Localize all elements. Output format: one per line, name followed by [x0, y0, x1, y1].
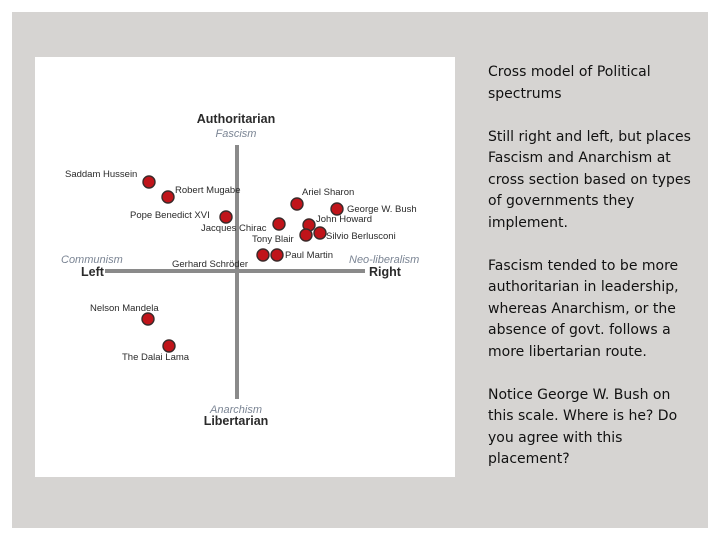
leader-nelson-mandela: Nelson Mandela: [90, 303, 159, 326]
leader-dalai-lama: The Dalai Lama: [122, 339, 190, 363]
pole-top-sub: Fascism: [216, 128, 257, 140]
leader-label: Robert Mugabe: [175, 185, 240, 196]
leader-paul-martin: Paul Martin: [270, 248, 333, 262]
paragraph-fascism-anarchism: Fascism tended to be more authoritarian …: [488, 257, 679, 360]
leader-dot: [141, 312, 155, 326]
leader-dot: [162, 339, 176, 353]
pole-bottom-sub: Anarchism: [209, 404, 262, 416]
slide-title: Cross model of Political spectrums: [488, 64, 651, 102]
text-panel: Cross model of Political spectrums Still…: [488, 62, 700, 492]
leader-label: Silvio Berlusconi: [326, 231, 396, 242]
leader-label: The Dalai Lama: [122, 352, 190, 363]
paragraph-bush-question: Notice George W. Bush on this scale. Whe…: [488, 386, 678, 468]
leader-ariel-sharon: Ariel Sharon: [290, 187, 354, 211]
leader-john-howard: John Howard: [302, 214, 372, 232]
leader-robert-mugabe: Robert Mugabe: [161, 185, 240, 204]
leader-silvio-berlusconi: Silvio Berlusconi: [313, 226, 396, 242]
leader-dot: [272, 217, 286, 231]
leader-label: Tony Blair: [252, 234, 294, 245]
leader-dot: [256, 248, 270, 262]
leader-label: Pope Benedict XVI: [130, 210, 210, 221]
leader-dot: [290, 197, 304, 211]
leader-dot: [299, 228, 313, 242]
pole-right-sub: Neo-liberalism: [349, 254, 419, 266]
leader-label: Nelson Mandela: [90, 303, 159, 314]
pole-left-sub: Communism: [61, 254, 123, 266]
leader-label: John Howard: [316, 214, 372, 225]
leader-dot: [161, 190, 175, 204]
pole-left-main: Left: [81, 265, 105, 279]
leader-label: Gerhard Schröder: [172, 259, 248, 270]
leader-jacques-chirac: Jacques Chirac: [201, 217, 286, 234]
pole-right-main: Right: [369, 265, 402, 279]
leader-dot: [219, 210, 233, 224]
paragraph-cross-section: Still right and left, but places Fascism…: [488, 128, 691, 231]
leader-dot: [330, 202, 344, 216]
leader-george-w-bush: George W. Bush: [330, 202, 417, 216]
leader-label: Jacques Chirac: [201, 223, 267, 234]
leader-pope-benedict-xvi: Pope Benedict XVI: [130, 210, 233, 224]
leader-tony-blair: Tony Blair: [252, 228, 313, 245]
leader-gerhard-schroder: Gerhard Schröder: [172, 248, 270, 270]
cross-model-svg: Authoritarian Fascism Anarchism Libertar…: [61, 112, 419, 428]
pole-bottom-main: Libertarian: [204, 414, 269, 428]
pole-top-main: Authoritarian: [197, 112, 275, 126]
leader-label: Paul Martin: [285, 250, 333, 261]
political-spectrum-diagram: Authoritarian Fascism Anarchism Libertar…: [35, 57, 455, 477]
leader-label: Ariel Sharon: [302, 187, 354, 198]
leader-label: George W. Bush: [347, 204, 417, 215]
leader-dot: [142, 175, 156, 189]
leader-label: Saddam Hussein: [65, 169, 137, 180]
leader-saddam-hussein: Saddam Hussein: [65, 169, 156, 189]
leader-dot: [313, 226, 327, 240]
leader-dot: [270, 248, 284, 262]
